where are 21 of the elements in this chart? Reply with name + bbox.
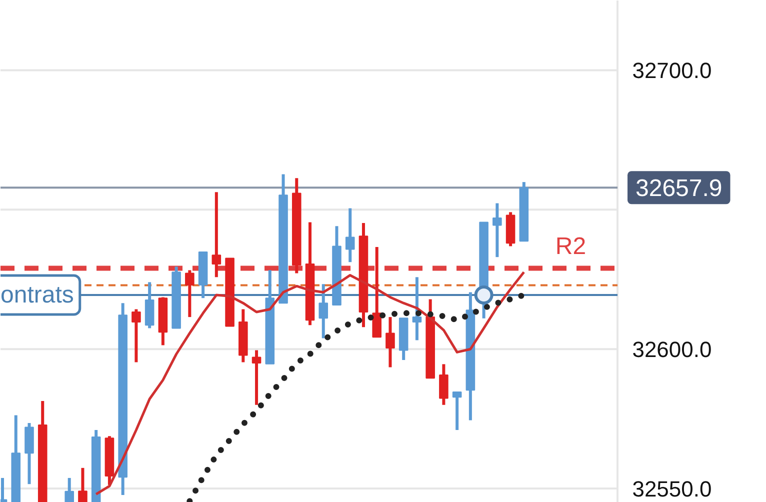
candlestick — [318, 284, 328, 338]
candlestick — [78, 468, 88, 502]
ref-line-label: R2 — [555, 233, 586, 260]
candlestick — [492, 203, 502, 258]
line-series — [94, 270, 526, 496]
y-tick-label: 32700.0 — [632, 58, 712, 84]
candlestick — [372, 247, 382, 338]
y-tick-label: 32550.0 — [632, 476, 712, 502]
candlestick — [345, 208, 355, 262]
candlestick — [412, 277, 422, 340]
candlestick — [212, 192, 222, 278]
candlestick — [185, 270, 194, 318]
candlestick — [252, 350, 262, 405]
candlestick — [439, 364, 448, 405]
candlestick — [64, 478, 74, 502]
ref-line-label: ontrats — [0, 282, 74, 309]
candlestick — [132, 309, 141, 362]
y-tick-label: 32600.0 — [632, 337, 712, 362]
ref-line-label: 32657.9 — [636, 175, 722, 202]
candlestick — [452, 392, 462, 430]
candlestick — [386, 317, 395, 368]
